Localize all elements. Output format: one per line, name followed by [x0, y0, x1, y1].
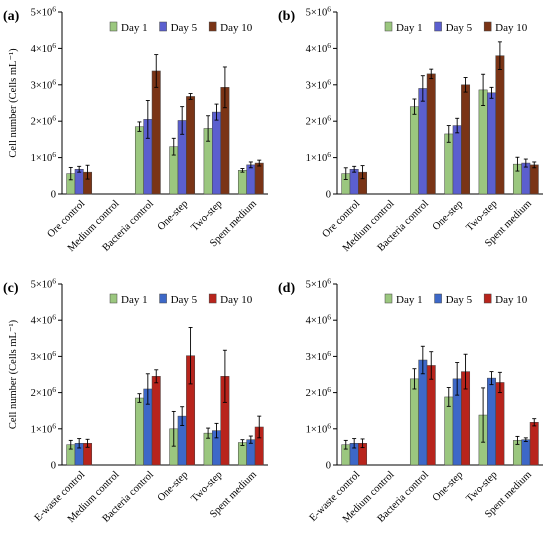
- y-tick-label: 1×106: [306, 150, 332, 164]
- bar-day-10: [495, 382, 505, 466]
- bar-day-1: [409, 378, 419, 466]
- legend-label: Day 1: [396, 294, 423, 306]
- legend-swatch: [384, 293, 393, 304]
- legend-label: Day 5: [446, 22, 473, 34]
- x-category-label: One-step: [431, 469, 466, 504]
- y-tick-label: 0: [326, 190, 331, 201]
- x-category-label: Two-step: [189, 198, 224, 233]
- y-tick-label: 3×106: [31, 77, 57, 91]
- y-tick-label: 5×106: [306, 277, 332, 291]
- bar-day-5: [246, 164, 256, 195]
- y-tick-label: 0: [51, 461, 56, 472]
- legend-label: Day 1: [396, 22, 423, 34]
- panel-label: (c): [3, 281, 19, 296]
- legend-swatch: [208, 293, 217, 304]
- y-tick-label: 2×106: [306, 114, 332, 128]
- panel-1: (a) 0 1×106 2×106 3×106 4×106 5×106 Cell number…: [3, 5, 268, 254]
- bar-day-5: [521, 439, 531, 466]
- legend-swatch: [483, 293, 492, 304]
- bar-day-5: [349, 168, 359, 195]
- y-tick-label: 1×106: [306, 421, 332, 435]
- panel-3: (c) 0 1×106 2×106 3×106 4×106 5×106 Cell number…: [3, 277, 268, 525]
- y-tick-label: 4×106: [306, 41, 332, 55]
- bar-day-10: [529, 422, 539, 466]
- legend-swatch: [434, 293, 442, 304]
- bar-day-1: [134, 126, 144, 195]
- y-tick-label: 2×106: [31, 114, 57, 128]
- x-category-label: Two-step: [464, 198, 499, 233]
- x-category-label: One-step: [156, 198, 191, 233]
- legend-label: Day 10: [220, 294, 253, 306]
- legend-swatch: [483, 21, 492, 32]
- legend-swatch: [434, 21, 442, 32]
- bar-day-10: [186, 96, 196, 195]
- bar-day-5: [212, 111, 221, 195]
- legend-label: Day 1: [121, 22, 148, 34]
- bar-day-5: [487, 377, 496, 466]
- y-tick-label: 0: [326, 461, 331, 472]
- legend-label: Day 5: [171, 22, 198, 34]
- bar-day-1: [444, 133, 454, 195]
- x-category-label: One-step: [156, 469, 191, 504]
- y-tick-label: 3×106: [306, 77, 332, 91]
- panel-label: (b): [278, 9, 295, 24]
- bar-day-10: [151, 70, 161, 195]
- legend-swatch: [159, 21, 167, 32]
- x-category-label: Two-step: [464, 469, 499, 504]
- y-tick-label: 4×106: [31, 41, 57, 55]
- y-tick-label: 5×106: [306, 5, 332, 19]
- bar-day-10: [254, 162, 264, 195]
- y-tick-label: 4×106: [306, 313, 332, 327]
- bar-day-5: [452, 125, 462, 195]
- y-tick-label: 3×106: [31, 349, 57, 363]
- panel-label: (a): [3, 9, 20, 24]
- panel-label: (d): [278, 281, 295, 296]
- legend-label: Day 10: [495, 294, 528, 306]
- bar-day-10: [426, 73, 436, 195]
- bar-day-10: [529, 164, 539, 195]
- bar-day-5: [74, 168, 84, 195]
- y-tick-label: 1×106: [31, 150, 57, 164]
- y-tick-label: 2×106: [31, 385, 57, 399]
- bar-day-5: [418, 88, 428, 195]
- bar-day-5: [487, 92, 496, 195]
- bar-day-5: [521, 162, 531, 195]
- legend-swatch: [208, 21, 217, 32]
- bar-day-1: [134, 397, 144, 466]
- bar-day-1: [444, 396, 454, 466]
- legend-swatch: [109, 293, 118, 304]
- bar-day-5: [418, 359, 428, 466]
- y-tick-label: 5×106: [31, 5, 57, 19]
- y-axis-label: Cell number (Cells mL⁻¹): [8, 319, 19, 429]
- bar-day-10: [151, 376, 161, 466]
- y-tick-label: 5×106: [31, 277, 57, 291]
- y-tick-label: 0: [51, 190, 56, 201]
- bar-day-10: [461, 84, 471, 195]
- bar-day-10: [426, 365, 436, 466]
- bar-day-1: [237, 442, 247, 466]
- y-axis-label: Cell number (Cells mL⁻¹): [8, 48, 19, 158]
- legend-label: Day 5: [446, 294, 473, 306]
- legend-swatch: [159, 293, 167, 304]
- y-tick-label: 2×106: [306, 385, 332, 399]
- legend-swatch: [109, 21, 118, 32]
- legend-label: Day 10: [495, 22, 528, 34]
- x-category-label: Two-step: [189, 469, 224, 504]
- legend-label: Day 10: [220, 22, 253, 34]
- legend-label: Day 5: [171, 294, 198, 306]
- x-category-label: One-step: [431, 198, 466, 233]
- legend-label: Day 1: [121, 294, 148, 306]
- y-tick-label: 3×106: [306, 349, 332, 363]
- bar-day-1: [409, 106, 419, 195]
- bar-day-10: [495, 55, 505, 195]
- legend-swatch: [384, 21, 393, 32]
- y-tick-label: 4×106: [31, 313, 57, 327]
- y-tick-label: 1×106: [31, 421, 57, 435]
- bar-day-1: [237, 170, 247, 195]
